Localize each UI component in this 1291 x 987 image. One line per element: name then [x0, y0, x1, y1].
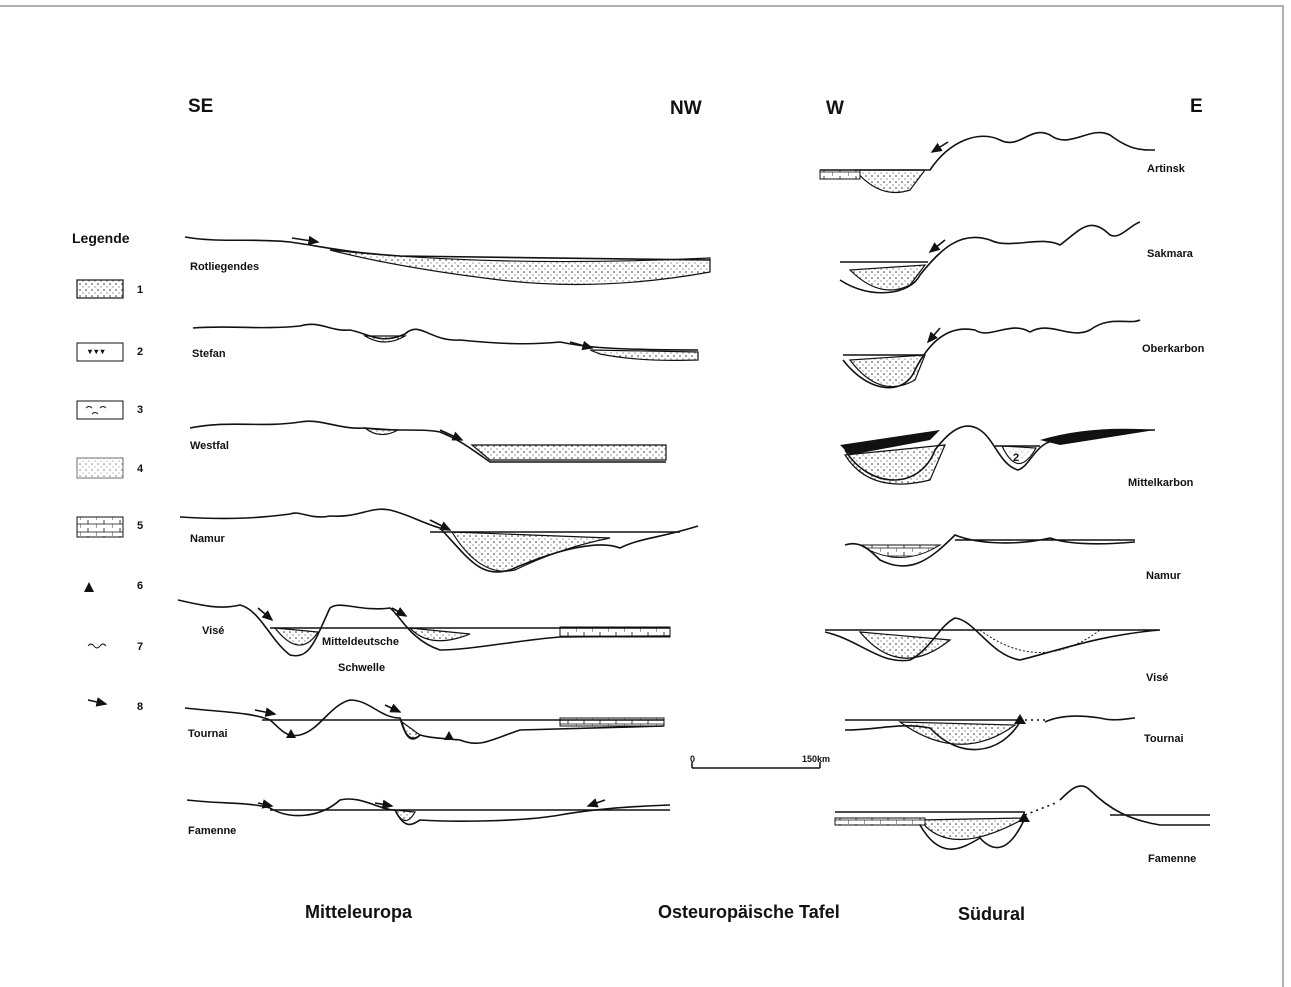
region-title: Osteuropäische Tafel	[658, 902, 840, 922]
section-label: Artinsk	[1147, 163, 1186, 175]
direction-label: SE	[188, 96, 213, 117]
section-label: Tournai	[188, 728, 228, 740]
section-label: Rotliegendes	[190, 261, 259, 273]
legend-swatch	[77, 517, 123, 537]
region-title: Südural	[958, 904, 1025, 924]
legend-swatch	[77, 401, 123, 419]
diagram: SE NW W E Legende ▾ ▾ ▾ 1 2 3 4 5 6 7 8	[0, 0, 1291, 987]
section-label: Visé	[202, 625, 224, 637]
direction-label: NW	[670, 98, 702, 119]
section-label: Mittelkarbon	[1128, 477, 1194, 489]
section-label: Famenne	[188, 825, 236, 837]
section-label: Namur	[1146, 570, 1182, 582]
legend-label: 4	[137, 463, 144, 475]
legend-label: 5	[137, 520, 143, 532]
annotation: 2	[1013, 452, 1019, 464]
annotation: Schwelle	[338, 662, 385, 674]
section-label: Famenne	[1148, 853, 1196, 865]
legend-swatch	[77, 280, 123, 298]
legend-swatch	[77, 458, 123, 478]
section-label: Namur	[190, 533, 226, 545]
legend-label: 3	[137, 404, 143, 416]
region-title: Mitteleuropa	[305, 902, 413, 922]
section-label: Stefan	[192, 348, 226, 360]
section-label: Sakmara	[1147, 248, 1194, 260]
section-label: Visé	[1146, 672, 1168, 684]
annotation: Mitteldeutsche	[322, 636, 399, 648]
direction-label: E	[1190, 96, 1203, 117]
section-label: Tournai	[1144, 733, 1184, 745]
scale-label: 150km	[802, 754, 830, 764]
legend-label: 1	[137, 284, 143, 296]
legend-label: 2	[137, 346, 143, 358]
background	[0, 0, 1291, 987]
deposit	[472, 445, 666, 460]
legend-label: 6	[137, 580, 143, 592]
legend-label: 8	[137, 701, 143, 713]
deposit	[835, 818, 925, 825]
section-label: Westfal	[190, 440, 229, 452]
deposit	[820, 170, 860, 179]
section-label: Oberkarbon	[1142, 343, 1205, 355]
legend-label: 7	[137, 641, 143, 653]
legend-title: Legende	[72, 230, 130, 246]
legend-swatch-mark: ▾ ▾ ▾	[87, 347, 105, 356]
scale-label: 0	[690, 754, 695, 764]
direction-label: W	[826, 98, 844, 119]
